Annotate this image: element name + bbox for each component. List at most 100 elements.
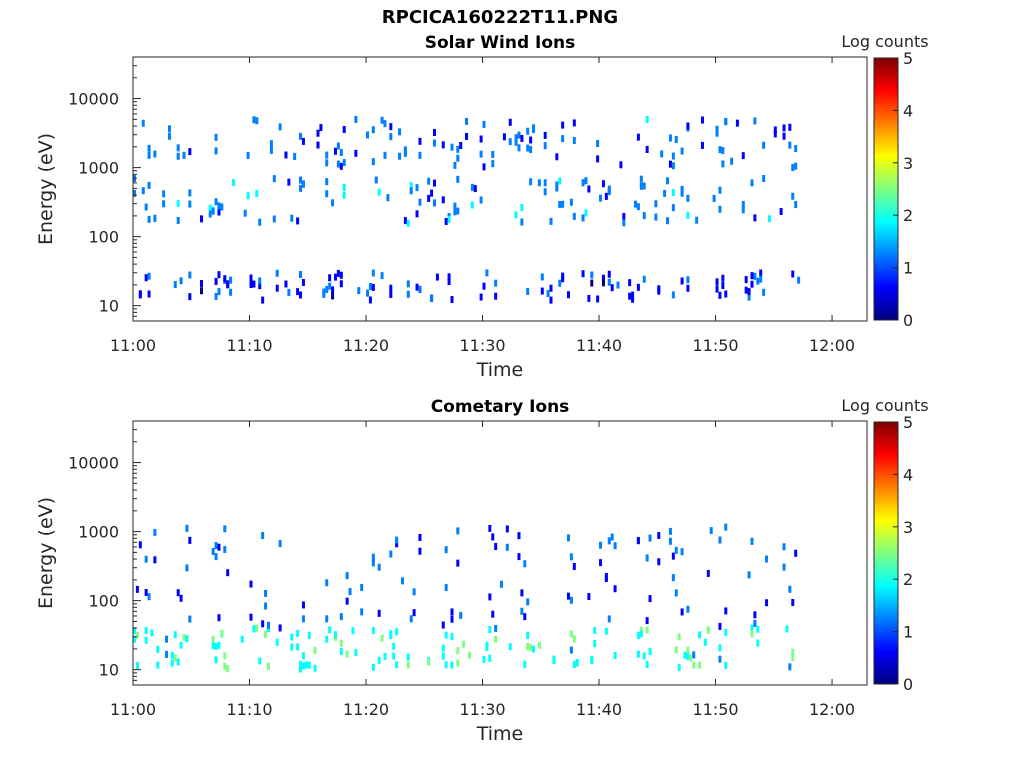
heat-cell: [523, 560, 527, 568]
heat-cell: [450, 296, 454, 304]
heat-cell: [264, 602, 268, 610]
heat-cell: [427, 658, 431, 666]
heat-cell: [791, 648, 795, 656]
heat-cell: [430, 295, 434, 303]
x-tick-label: 11:50: [692, 336, 738, 355]
heat-cell: [147, 151, 151, 159]
heat-cell: [459, 611, 463, 619]
heat-cell: [671, 574, 675, 582]
heat-cell: [508, 138, 512, 146]
heat-cell: [724, 523, 728, 531]
heat-cell: [526, 598, 530, 606]
heat-cell: [299, 291, 303, 299]
heat-cell: [182, 634, 186, 642]
heat-cell: [144, 555, 148, 563]
heat-cell: [581, 270, 585, 278]
heat-cell: [514, 211, 518, 219]
heat-cell: [526, 643, 530, 651]
heat-cell: [252, 116, 256, 124]
heat-cell: [593, 640, 597, 648]
colorbar-tick-label: 0: [903, 675, 913, 694]
heat-cell: [199, 215, 203, 223]
heat-cell: [211, 635, 215, 643]
heat-cell: [348, 588, 352, 596]
heat-cell: [211, 207, 215, 215]
heat-cell: [415, 184, 419, 192]
heat-cell: [333, 273, 337, 281]
heat-cell: [590, 279, 594, 287]
heat-cell: [333, 631, 337, 639]
heat-cell: [266, 662, 270, 670]
heat-cell: [529, 146, 533, 154]
y-tick-label: 1000: [78, 523, 119, 542]
heat-cell: [572, 119, 576, 127]
heat-cell: [718, 644, 722, 652]
heat-cell: [572, 563, 576, 571]
heat-cell: [392, 652, 396, 660]
colorbar-tick-label: 4: [903, 101, 913, 120]
heat-cell: [753, 611, 757, 619]
heat-cell: [162, 200, 166, 208]
heat-cell: [272, 215, 276, 223]
heat-cell: [371, 559, 375, 567]
heat-cell: [610, 533, 614, 541]
heat-cell: [418, 547, 422, 555]
heat-cell: [456, 659, 460, 667]
heat-cell: [199, 279, 203, 287]
heat-cell: [453, 208, 457, 216]
solar-wind-y-ticks: 10 100 1000 10000: [68, 56, 141, 322]
heat-cell: [418, 533, 422, 541]
heat-cell: [491, 533, 495, 541]
heat-cell: [170, 651, 174, 659]
heat-cell: [165, 650, 169, 658]
heat-cell: [287, 178, 291, 186]
colorbar-tick-label: 0: [903, 311, 913, 330]
heat-cell: [674, 546, 678, 554]
heat-cell: [299, 665, 303, 673]
heat-cell: [339, 647, 343, 655]
cometary-colorbar: 0 1 2 3 4 5 Log counts: [841, 396, 928, 694]
heat-cell: [304, 661, 308, 669]
heat-cell: [255, 624, 259, 632]
heat-cell: [613, 652, 617, 660]
heat-cell: [433, 199, 437, 207]
heat-cell: [229, 276, 233, 284]
heat-cell: [409, 187, 413, 195]
heat-cell: [791, 192, 795, 200]
y-tick-label: 10: [99, 297, 119, 316]
heat-cell: [569, 646, 573, 654]
heat-cell: [153, 150, 157, 158]
heat-cell: [141, 119, 145, 127]
heat-cell: [601, 279, 605, 287]
heat-cell: [718, 146, 722, 154]
heat-cell: [636, 650, 640, 658]
heat-cell: [444, 661, 448, 669]
heat-cell: [325, 635, 329, 643]
x-tick-label: 11:10: [226, 336, 272, 355]
heat-cell: [680, 548, 684, 556]
heat-cell: [794, 549, 798, 557]
heat-cell: [706, 569, 710, 577]
heat-cell: [316, 129, 320, 137]
heat-cell: [698, 661, 702, 669]
heat-cell: [418, 151, 422, 159]
heat-cell: [482, 163, 486, 171]
heat-cell: [686, 276, 690, 284]
heat-cell: [604, 192, 608, 200]
heat-cell: [328, 626, 332, 634]
heat-cell: [284, 151, 288, 159]
heat-cell: [721, 147, 725, 155]
heat-cell: [779, 208, 783, 216]
heat-cell: [494, 635, 498, 643]
heat-cell: [505, 543, 509, 551]
heat-cell: [261, 620, 265, 628]
heat-cell: [569, 553, 573, 561]
heat-cell: [147, 290, 151, 298]
heat-cell: [750, 179, 754, 187]
heat-cell: [299, 132, 303, 140]
heat-cell: [383, 151, 387, 159]
heat-cell: [144, 203, 148, 211]
heat-cell: [345, 572, 349, 580]
heat-cell: [741, 200, 745, 208]
heat-cell: [301, 601, 305, 609]
